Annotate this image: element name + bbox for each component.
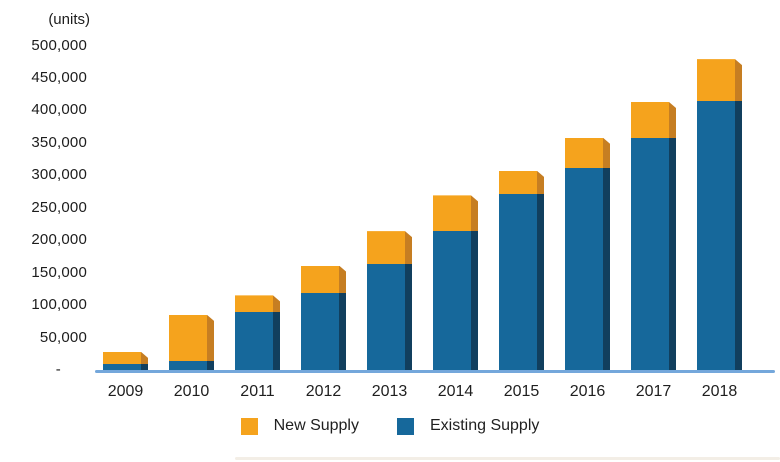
y-tick-label-250000: 250,000 bbox=[31, 198, 87, 216]
bar-segment-new-supply bbox=[301, 265, 346, 294]
x-axis-label-2010: 2010 bbox=[173, 383, 210, 400]
bar-segment-existing-supply bbox=[631, 137, 676, 370]
bar-segment-existing-supply bbox=[235, 311, 280, 370]
y-tick-label-450000: 450,000 bbox=[31, 68, 87, 86]
bar-2017 bbox=[631, 102, 676, 370]
y-tick-label-350000: 350,000 bbox=[31, 133, 87, 151]
y-tick-label-150000: 150,000 bbox=[31, 263, 87, 281]
x-axis-label-2013: 2013 bbox=[371, 383, 408, 400]
y-tick-label-400000: 400,000 bbox=[31, 101, 87, 119]
y-axis-unit-label: (units) bbox=[48, 11, 90, 28]
bar-2014 bbox=[433, 195, 478, 370]
bar-2018 bbox=[697, 59, 742, 370]
bar-segment-existing-supply bbox=[565, 168, 610, 370]
y-tick-label-50000: 50,000 bbox=[39, 328, 87, 346]
bar-2015 bbox=[499, 170, 544, 370]
legend-item-existing-supply: Existing Supply bbox=[396, 417, 540, 435]
bar-2011 bbox=[235, 295, 280, 370]
bar-2010 bbox=[169, 314, 214, 370]
bar-segment-new-supply bbox=[499, 170, 544, 195]
bar-segment-new-supply bbox=[367, 231, 412, 264]
y-tick-label-0: - bbox=[55, 361, 61, 378]
legend-label-new-supply: New Supply bbox=[273, 417, 359, 434]
bar-segment-existing-supply bbox=[433, 231, 478, 370]
y-tick-label-100000: 100,000 bbox=[31, 296, 87, 314]
bar-segment-new-supply bbox=[433, 195, 478, 232]
x-axis-label-2015: 2015 bbox=[503, 383, 540, 400]
bar-segment-new-supply bbox=[169, 314, 214, 361]
legend-swatch-new-supply bbox=[240, 417, 258, 435]
bar-segment-existing-supply bbox=[499, 194, 544, 370]
x-axis-label-2014: 2014 bbox=[437, 383, 474, 400]
bar-2009 bbox=[103, 351, 148, 370]
bar-segment-new-supply bbox=[235, 295, 280, 312]
bar-2013 bbox=[367, 231, 412, 370]
bar-segment-new-supply bbox=[103, 351, 148, 365]
bar-segment-new-supply bbox=[565, 137, 610, 169]
bar-segment-existing-supply bbox=[301, 293, 346, 370]
bar-segment-existing-supply bbox=[169, 360, 214, 370]
y-tick-label-200000: 200,000 bbox=[31, 231, 87, 249]
legend-item-new-supply: New Supply bbox=[240, 417, 359, 435]
x-axis-label-2016: 2016 bbox=[569, 383, 606, 400]
bar-2012 bbox=[301, 265, 346, 370]
x-axis-line bbox=[95, 370, 775, 373]
x-axis-label-2017: 2017 bbox=[635, 383, 672, 400]
x-axis-label-2011: 2011 bbox=[240, 383, 275, 400]
plot-area bbox=[95, 0, 775, 370]
decorative-line bbox=[235, 457, 780, 460]
y-tick-label-300000: 300,000 bbox=[31, 166, 87, 184]
bar-segment-existing-supply bbox=[697, 101, 742, 370]
x-axis-label-2009: 2009 bbox=[107, 383, 144, 400]
bar-segment-new-supply bbox=[697, 59, 742, 102]
legend-label-existing-supply: Existing Supply bbox=[429, 417, 540, 434]
legend: New Supply Existing Supply bbox=[0, 413, 780, 439]
y-tick-label-500000: 500,000 bbox=[31, 36, 87, 54]
bar-2016 bbox=[565, 137, 610, 370]
legend-swatch-existing-supply bbox=[396, 417, 414, 435]
bar-segment-existing-supply bbox=[367, 263, 412, 370]
x-axis-label-2012: 2012 bbox=[305, 383, 342, 400]
bar-segment-existing-supply bbox=[103, 364, 148, 370]
bar-segment-new-supply bbox=[631, 102, 676, 138]
x-axis-label-2018: 2018 bbox=[701, 383, 738, 400]
